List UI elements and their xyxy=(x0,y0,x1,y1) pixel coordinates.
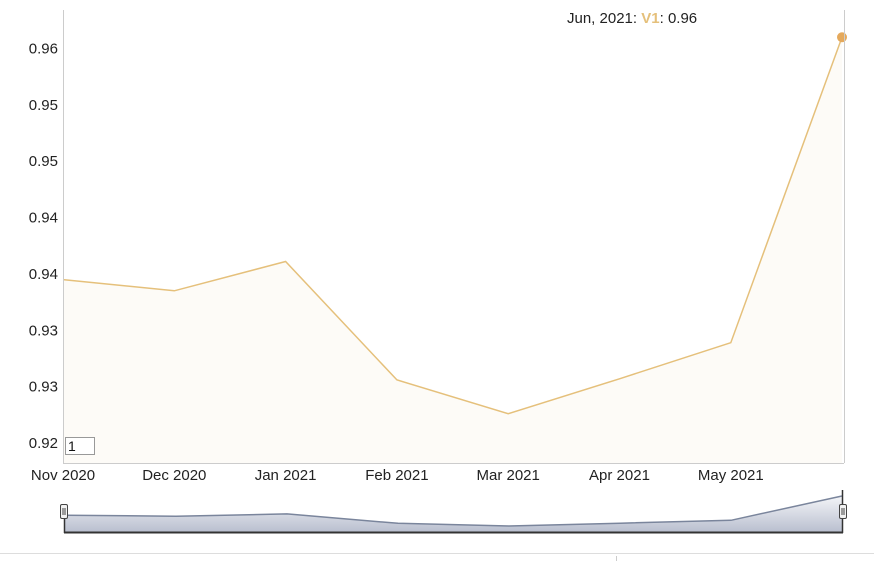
series-area-v1 xyxy=(63,37,842,463)
x-tick-label: May 2021 xyxy=(698,467,764,484)
y-tick-label: 0.94 xyxy=(29,210,58,227)
bottom-divider xyxy=(0,553,874,554)
navigator[interactable] xyxy=(60,490,847,534)
tooltip: Jun, 2021: V1: 0.96 xyxy=(567,10,697,27)
y-tick-label: 0.93 xyxy=(29,379,58,396)
navigator-left-handle[interactable] xyxy=(60,504,68,519)
bottom-tick-mark xyxy=(616,556,617,561)
navigator-series-area xyxy=(65,496,842,532)
x-tick-label: Jan 2021 xyxy=(255,467,317,484)
y-tick-label: 0.93 xyxy=(29,322,58,339)
tooltip-separator: : xyxy=(659,10,668,27)
tooltip-label: Jun, 2021 xyxy=(567,10,633,27)
hover-point-marker xyxy=(837,32,847,43)
x-tick-label: Dec 2020 xyxy=(142,467,206,484)
x-tick-label: Feb 2021 xyxy=(365,467,428,484)
series-line-v1 xyxy=(62,36,843,415)
y-tick-label: 0.92 xyxy=(29,435,58,452)
navigator-series-line xyxy=(64,495,843,527)
x-tick-label: Mar 2021 xyxy=(477,467,540,484)
tooltip-series-name: V1 xyxy=(641,10,660,27)
tooltip-value: 0.96 xyxy=(667,10,698,27)
x-tick-label: Nov 2020 xyxy=(31,467,95,484)
navigator-right-handle[interactable] xyxy=(839,504,847,519)
range-input[interactable]: 1 xyxy=(65,437,95,455)
x-tick-label: Apr 2021 xyxy=(589,467,650,484)
tooltip-separator: : xyxy=(632,10,642,27)
y-tick-label: 0.95 xyxy=(29,97,58,114)
y-tick-label: 0.95 xyxy=(29,153,58,170)
y-tick-label: 0.94 xyxy=(29,266,58,283)
y-tick-label: 0.96 xyxy=(29,41,58,58)
